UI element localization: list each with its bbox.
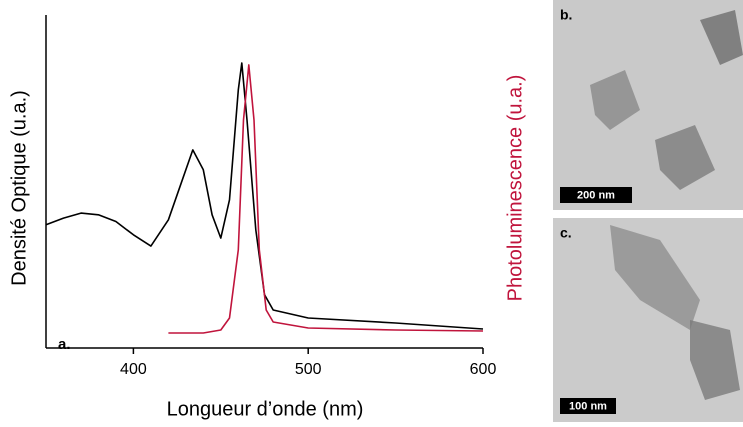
scale-bar-label: 200 nm <box>577 189 615 201</box>
tem-image-c: c. 100 nm <box>553 218 743 422</box>
panel-label: a. <box>58 336 71 353</box>
x-axis-label: Longueur d’onde (nm) <box>167 398 364 420</box>
line-series <box>168 64 484 334</box>
tem-image-b: b. 200 nm <box>553 0 743 210</box>
panel-label: c. <box>560 225 572 241</box>
scale-bar-label: 100 nm <box>569 400 607 412</box>
y2-axis-label: Photoluminescence (u.a.) <box>504 75 526 302</box>
x-tick-label: 400 <box>120 361 147 378</box>
x-tick-label: 600 <box>470 361 497 378</box>
line-series <box>45 62 484 330</box>
x-tick-label: 500 <box>295 361 322 378</box>
panel-label: b. <box>560 7 572 23</box>
y-axis-label: Densité Optique (u.a.) <box>8 90 30 286</box>
